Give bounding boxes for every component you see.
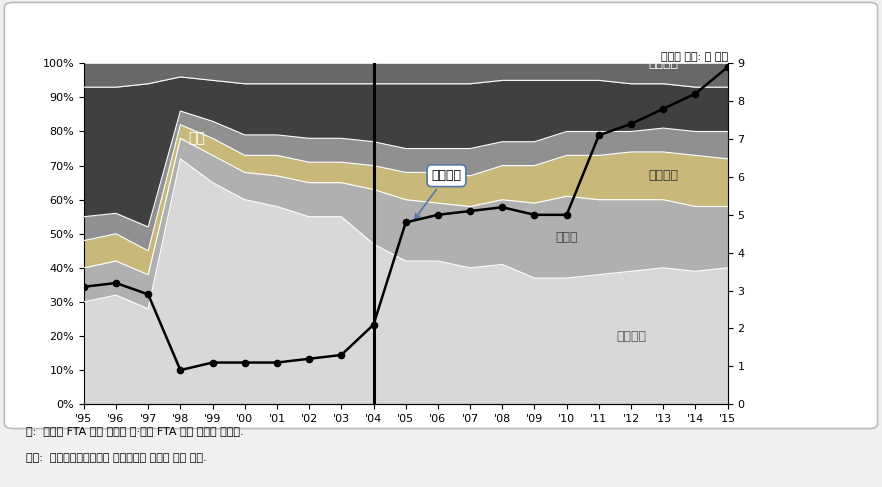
Text: 가공식품: 가공식품 [648, 57, 678, 70]
Text: 주:  실선은 FTA 이행 초기와 한·칠레 FTA 발효 시점을 나타냄.: 주: 실선은 FTA 이행 초기와 한·칠레 FTA 발효 시점을 나타냄. [26, 426, 244, 436]
Text: 체소: 체소 [188, 131, 205, 145]
Text: 쳑수입액: 쳑수입액 [415, 169, 461, 219]
Text: 신선과일: 신선과일 [616, 330, 647, 342]
Text: 가공과일: 가공과일 [648, 169, 678, 182]
Text: 수입액 단위: 억 달러: 수입액 단위: 억 달러 [661, 52, 728, 62]
Text: 자료:  한국무역통계진흥원 통계자료를 기초로 필자 작성.: 자료: 한국무역통계진흥원 통계자료를 기초로 필자 작성. [26, 453, 207, 463]
Text: 축산물: 축산물 [556, 231, 578, 244]
